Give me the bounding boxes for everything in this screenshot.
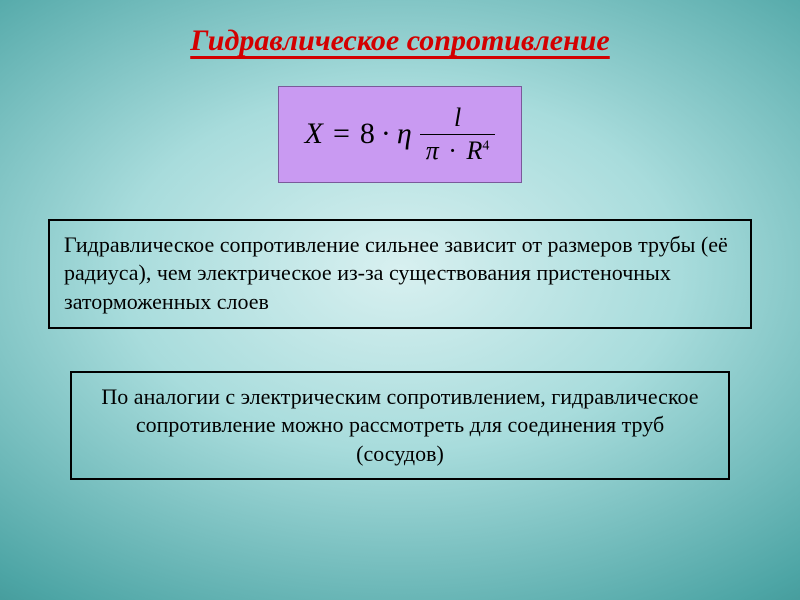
formula-R: R	[466, 136, 482, 165]
formula-equals: =	[333, 117, 350, 151]
formula-denominator: π · R4	[420, 134, 496, 166]
formula-coeff: 8	[360, 117, 375, 151]
formula-lhs: X	[305, 117, 323, 151]
formula-dot2: ·	[448, 136, 457, 165]
formula-eta: η	[397, 117, 412, 151]
slide-title: Гидравлическое сопротивление	[190, 24, 610, 58]
formula-dot1: ·	[381, 117, 391, 151]
formula-fraction: l π · R4	[420, 103, 496, 166]
formula-numerator: l	[448, 103, 467, 134]
explanation-box-1: Гидравлическое сопротивление сильнее зав…	[48, 219, 752, 329]
formula-box: X = 8 · η l π · R4	[278, 86, 523, 183]
formula-pi: π	[426, 136, 439, 165]
explanation-box-2: По аналогии с электрическим сопротивлени…	[70, 371, 730, 481]
formula-exp: 4	[482, 138, 489, 153]
formula: X = 8 · η l π · R4	[305, 103, 496, 166]
